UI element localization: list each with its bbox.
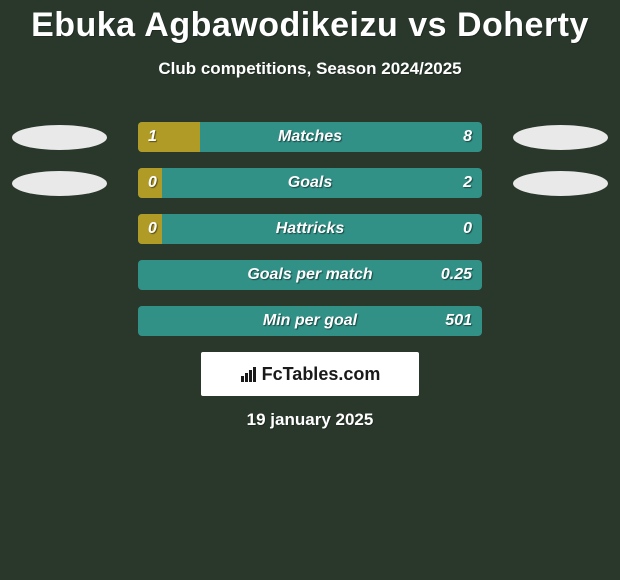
- bar-chart-icon: [240, 366, 260, 382]
- crest-left: [12, 171, 107, 196]
- stat-value-right: 0: [463, 214, 472, 244]
- stat-value-left: 0: [148, 168, 157, 198]
- stat-row: Hattricks00: [0, 214, 620, 260]
- brand-box: FcTables.com: [201, 352, 419, 396]
- brand-text: FcTables.com: [240, 364, 381, 385]
- subtitle: Club competitions, Season 2024/2025: [0, 59, 620, 79]
- brand-label: FcTables.com: [262, 364, 381, 385]
- stat-row: Goals02: [0, 168, 620, 214]
- bar-track: [138, 214, 482, 244]
- bar-track: [138, 306, 482, 336]
- crest-right: [513, 125, 608, 150]
- stat-row: Min per goal501: [0, 306, 620, 352]
- bar-track: [138, 260, 482, 290]
- date-label: 19 january 2025: [0, 410, 620, 430]
- stat-value-left: 0: [148, 214, 157, 244]
- crest-right: [513, 171, 608, 196]
- stat-rows: Matches18Goals02Hattricks00Goals per mat…: [0, 122, 620, 352]
- stat-row: Matches18: [0, 122, 620, 168]
- stat-value-right: 2: [463, 168, 472, 198]
- crest-left: [12, 125, 107, 150]
- bar-track: [138, 122, 482, 152]
- infographic-canvas: Ebuka Agbawodikeizu vs Doherty Club comp…: [0, 0, 620, 580]
- stat-value-right: 0.25: [441, 260, 472, 290]
- page-title: Ebuka Agbawodikeizu vs Doherty: [0, 0, 620, 45]
- stat-row: Goals per match0.25: [0, 260, 620, 306]
- stat-value-right: 8: [463, 122, 472, 152]
- stat-value-left: 1: [148, 122, 157, 152]
- bar-track: [138, 168, 482, 198]
- stat-value-right: 501: [445, 306, 472, 336]
